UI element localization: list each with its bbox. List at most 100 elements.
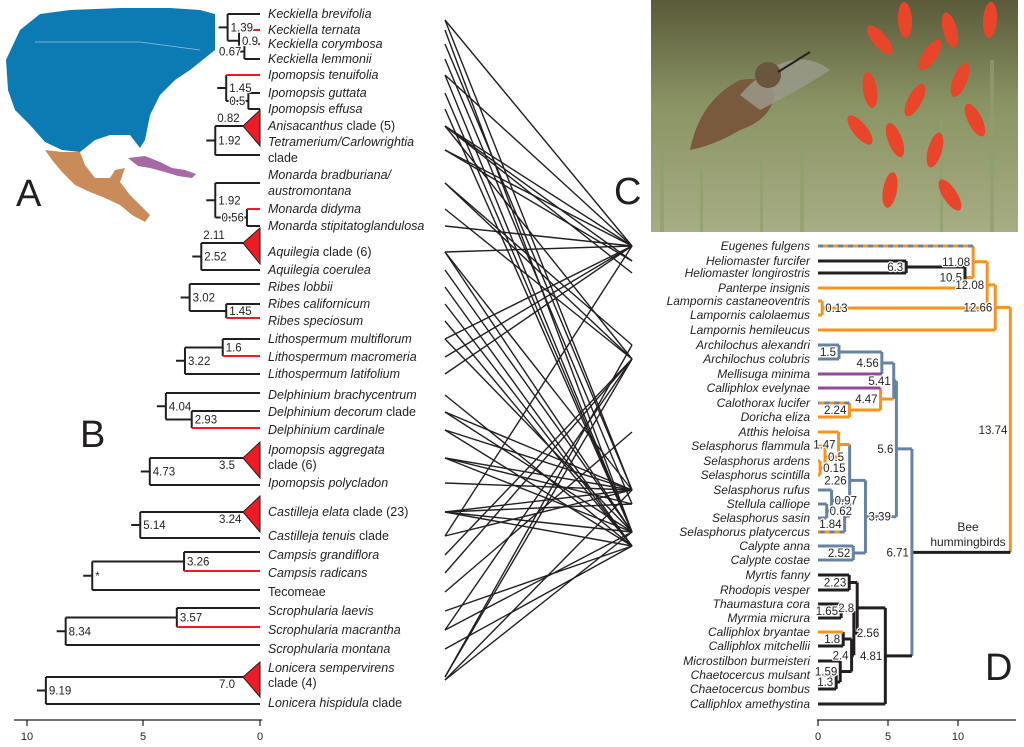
- plant-name-italic: Ipomopsis polycladon: [268, 476, 388, 490]
- collapsed-clade-triangle: [242, 226, 261, 266]
- node-age-label: 1.84: [819, 519, 842, 531]
- plant-bird-associations: [444, 19, 633, 681]
- association-line: [444, 489, 633, 537]
- plant-name-italic: Ipomopsis aggregata: [268, 443, 385, 457]
- hummingbird-photo: [651, 0, 1018, 232]
- node-age-label: 1.45: [229, 306, 251, 318]
- node-age-label: 1.5: [820, 347, 836, 359]
- bird-label: Atthis heloisa: [738, 425, 811, 439]
- node-age-label: 2.56: [857, 628, 879, 640]
- node-age-label: 0.67: [219, 47, 241, 59]
- node-age-label: 12.66: [963, 302, 992, 314]
- association-line: [444, 286, 633, 547]
- plant-name-suffix: clade (5): [343, 119, 395, 133]
- bird-label: Panterpe insignis: [718, 281, 810, 295]
- node-age-label: 3.24: [219, 514, 242, 526]
- plant-label: Ipomopsis aggregata: [268, 443, 385, 457]
- axis-b-tick-5: 5: [140, 731, 146, 743]
- plant-name-suffix: clade (4): [268, 676, 317, 690]
- node-age-label: 0.13: [825, 303, 847, 315]
- plant-name-italic: Scrophularia montana: [268, 642, 390, 656]
- plant-name-italic: Lithospermum latifolium: [268, 367, 400, 381]
- plant-label: Lithospermum latifolium: [268, 367, 400, 381]
- bird-label: Heliomaster longirostris: [685, 266, 810, 280]
- plant-label: Delphinium decorum clade: [268, 405, 416, 419]
- plant-name-italic: Anisacanthus: [267, 119, 343, 133]
- plant-name-italic: Ipomopsis guttata: [268, 86, 367, 100]
- plant-name-italic: Ipomopsis effusa: [268, 102, 363, 116]
- node-age-label: 4.81: [860, 651, 882, 663]
- plant-name-italic: Castilleja elata: [268, 505, 349, 519]
- association-line: [444, 125, 633, 274]
- node-age-label: 0.5: [828, 452, 844, 464]
- node-age-label: 4.47: [855, 394, 877, 406]
- bird-label: Calliphlox bryantae: [708, 625, 810, 639]
- plant-name-italic: Delphinium decorum: [268, 405, 383, 419]
- bird-label: Chaetocercus mulsant: [691, 668, 811, 682]
- bird-label: Eugenes fulgens: [721, 239, 810, 253]
- plant-label: Ipomopsis tenuifolia: [268, 68, 379, 82]
- plant-name-italic: Campsis grandiflora: [268, 548, 379, 562]
- association-line: [444, 489, 633, 513]
- node-age-label: 0.62: [830, 506, 852, 518]
- association-line: [444, 457, 633, 491]
- plant-name-italic: Aquilegia: [267, 245, 319, 259]
- node-age-label: 1.92: [218, 136, 240, 148]
- bird-label: Heliomaster furcifer: [706, 254, 811, 268]
- bird-label: Microstilbon burmeisteri: [683, 654, 810, 668]
- plant-name-suffix: clade: [369, 696, 402, 710]
- plant-label: Keckiella corymbosa: [268, 37, 383, 51]
- plant-label: Ribes lobbii: [268, 280, 334, 294]
- association-line: [444, 511, 633, 547]
- node-age-label: 1.59: [815, 667, 837, 679]
- axis-d-tick-10: 10: [952, 731, 964, 743]
- node-age-label: 1.45: [229, 83, 251, 95]
- plant-label: Castilleja elata clade (23): [268, 505, 408, 519]
- hummingbird-phylogeny: 6.3 10.5 11.08 0.13 12.08 12.66 1.5 4.56 2.24 4.4…: [812, 244, 1012, 706]
- association-line: [444, 19, 633, 491]
- plant-label: Campsis radicans: [268, 566, 367, 580]
- plant-name-italic: austromontana: [268, 184, 351, 198]
- bird-label: Selasphorus flammula: [691, 439, 810, 453]
- association-line: [444, 149, 633, 262]
- bird-label: Chaetocercus bombus: [690, 682, 810, 696]
- plant-label: Keckiella ternata: [268, 23, 360, 37]
- bird-label: Thaumastura cora: [713, 597, 811, 611]
- panel-label-a: A: [16, 173, 42, 215]
- node-age-label: 1.39: [231, 22, 253, 34]
- bird-label: Myrtis fanny: [745, 568, 811, 582]
- plant-label: Ipomopsis guttata: [268, 86, 367, 100]
- collapsed-clade-triangle: [242, 660, 261, 699]
- plant-label: Monarda stipitatoglandulosa: [268, 219, 424, 233]
- plant-label: Scrophularia montana: [268, 642, 390, 656]
- axis-b-tick-0: 0: [257, 731, 263, 743]
- node-age-label: 0.56: [222, 213, 244, 225]
- plant-label: Tetramerium/Carlowrightia: [268, 135, 414, 149]
- association-line: [444, 125, 633, 247]
- map-mexico-central-america: [45, 150, 150, 222]
- association-line: [444, 251, 633, 491]
- node-age-label: 0.9: [242, 36, 258, 48]
- axis-d: [817, 719, 1016, 726]
- plant-name-suffix: clade: [356, 529, 389, 543]
- bird-label: Calypte costae: [731, 553, 811, 567]
- node-age-label: 2.11: [203, 230, 225, 242]
- plant-phylogeny: 0.670.91.390.51.450.821.920.561.922.112.…: [36, 13, 261, 705]
- association-line: [444, 489, 633, 681]
- bird-label: Doricha eliza: [741, 410, 811, 424]
- association-line: [444, 457, 633, 505]
- map-caribbean: [128, 156, 196, 178]
- plant-label: Aquilegia clade (6): [267, 245, 372, 259]
- axis-d-tick-0: 0: [815, 731, 821, 743]
- bird-label: Selasphorus rufus: [713, 483, 810, 497]
- bird-label: Stellula calliope: [727, 497, 811, 511]
- node-age-label: 3.22: [188, 356, 210, 368]
- bird-label: Calypte anna: [739, 539, 810, 553]
- plant-label: Keckiella brevifolia: [268, 7, 372, 21]
- plant-name-suffix: clade (23): [349, 505, 408, 519]
- node-age-label: 2.24: [824, 405, 847, 417]
- plant-name-italic: Monarda bradburiana/: [268, 168, 393, 182]
- plant-name-italic: Keckiella brevifolia: [268, 7, 372, 21]
- bird-label: Calothorax lucifer: [717, 396, 811, 410]
